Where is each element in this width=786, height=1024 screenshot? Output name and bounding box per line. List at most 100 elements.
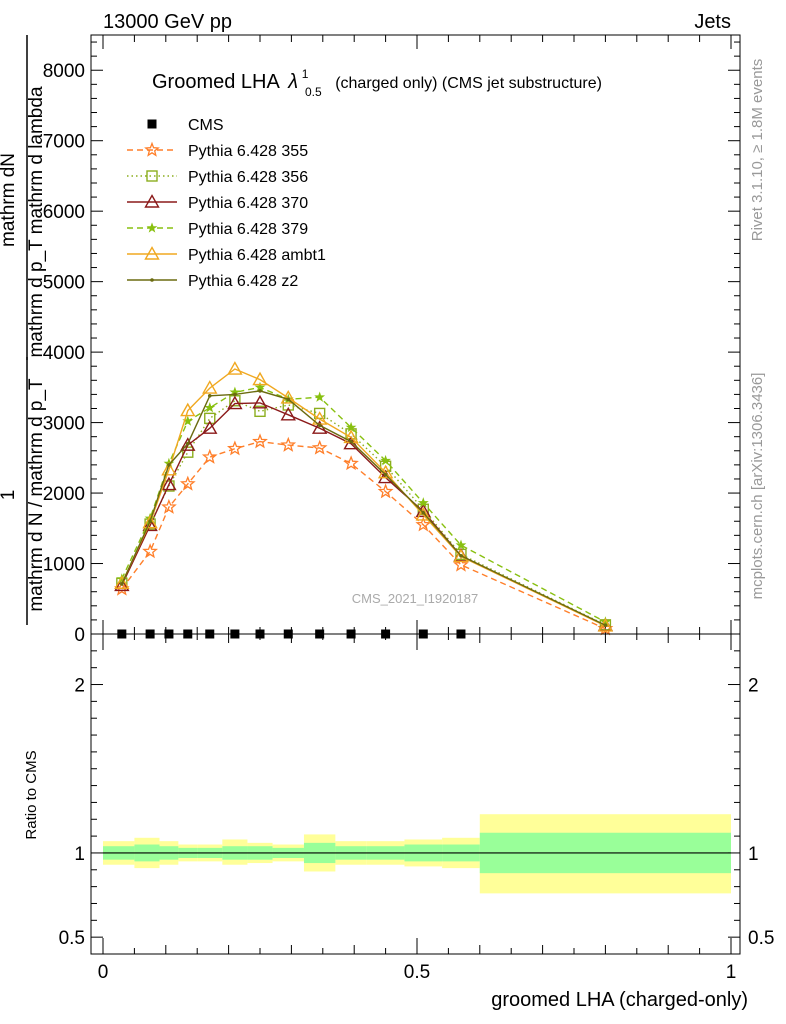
data-point [148,519,152,524]
chart-title: Groomed LHA λ 1 0.5 (charged only) (CMS … [152,61,602,101]
title-main: Groomed LHA [152,71,280,93]
data-point [142,543,159,559]
data-point [459,553,463,558]
ratio-tick-label: 2 [74,676,85,697]
x-tick-label: 0 [98,962,109,983]
data-point [314,391,326,402]
legend: CMS Pythia 6.428 355 Pythia 6.428 356 Pythi… [127,117,326,290]
series-line [121,386,606,623]
data-point [226,440,243,456]
ratio-tick-label-right: 0.5 [748,928,774,949]
title-rest: (charged only) (CMS jet substructure) [335,75,602,92]
data-point [455,539,467,550]
data-point [252,433,268,449]
data-point [182,446,194,458]
data-point [383,472,388,477]
legend-marker [150,278,154,282]
data-point [252,394,268,409]
data-point [167,463,171,467]
data-point [345,421,357,433]
data-point [202,380,218,394]
legend-marker [146,222,158,233]
legend-entry: CMS [147,117,224,134]
data-point [161,461,177,476]
x-ticks: 0 0.5 1 [98,634,737,983]
data-point [233,392,237,397]
series-5 [114,361,614,632]
legend-label: Pythia 6.428 356 [188,169,308,186]
data-point [421,510,426,515]
data-point [311,439,328,455]
data-point [280,436,297,452]
data-point [161,476,177,491]
data-point [597,617,614,632]
rivet-label: Rivet 3.1.10, ≥ 1.8M events [749,59,766,242]
data-point [349,439,353,444]
ylabel-num: mathrm dN [0,153,19,247]
ratio-bands [103,814,731,894]
data-point [415,506,431,521]
x-tick-label: 1 [726,962,737,983]
y-tick-label: 3000 [43,414,85,435]
data-point [415,516,432,532]
y-tick-label: 6000 [43,202,85,223]
main-y-ticks: 0 1000 2000 3000 4000 5000 6000 7000 8000 [43,35,740,646]
watermark: CMS_2021_I1920187 [352,591,479,606]
data-point [227,361,243,375]
ratio-frame [90,633,741,955]
legend-entry: Pythia 6.428 356 [127,169,308,186]
data-point [180,402,196,417]
data-point [204,412,216,425]
legend-marker [144,194,160,208]
ratio-y-ticks: 0.5 0.5 1 1 2 2 [59,650,774,949]
legend-entry: Pythia 6.428 379 [127,221,308,238]
x-axis-label: groomed LHA (charged-only) [491,989,748,1011]
legend-label: Pythia 6.428 370 [188,195,308,212]
y-tick-label: 5000 [43,273,85,294]
data-point [280,406,296,421]
data-point [185,441,190,446]
header-left: 13000 GeV pp [103,11,232,33]
data-point [380,454,392,466]
data-point [227,395,243,410]
data-point [114,575,130,589]
series-4 [116,381,611,627]
y-tick-label: 2000 [43,484,85,505]
data-point [258,389,262,393]
legend-entry: Pythia 6.428 ambt1 [127,246,326,264]
data-point [114,577,130,592]
legend-marker [144,246,160,260]
data-point [120,582,124,586]
legend-label: Pythia 6.428 z2 [188,273,298,290]
data-point [142,514,158,529]
mcplots-label: mcplots.cern.ch [arXiv:1306.3436] [749,373,766,600]
legend-entry: Pythia 6.428 z2 [127,273,298,290]
data-point [204,402,216,413]
ratio-tick-label: 0.5 [59,928,85,949]
y-tick-label: 0 [74,625,85,646]
data-point [453,556,469,572]
legend-label: Pythia 6.428 379 [188,221,308,238]
title-sup: 1 [302,67,309,81]
ylabel-den: mathrm d p_T mathrm d lambda [26,86,47,357]
data-point [343,455,359,471]
y-tick-label: 4000 [43,343,85,364]
data-point [603,623,608,627]
ylabel-prefix-den: mathrm d N / mathrm d p_T [26,378,47,612]
data-point [254,405,266,418]
data-point [286,397,291,402]
legend-label: Pythia 6.428 355 [188,143,308,160]
legend-entry: Pythia 6.428 355 [127,141,308,160]
title-sub: 0.5 [305,85,322,99]
data-point [179,475,196,491]
data-point [317,423,322,428]
title-lambda: λ [287,71,298,93]
data-point [252,371,268,386]
data-point [377,483,394,499]
x-tick-label: 0.5 [404,962,430,983]
data-point [207,394,212,398]
data-point [201,448,218,464]
ratio-tick-label-right: 2 [748,676,759,697]
legend-marker [146,170,158,182]
